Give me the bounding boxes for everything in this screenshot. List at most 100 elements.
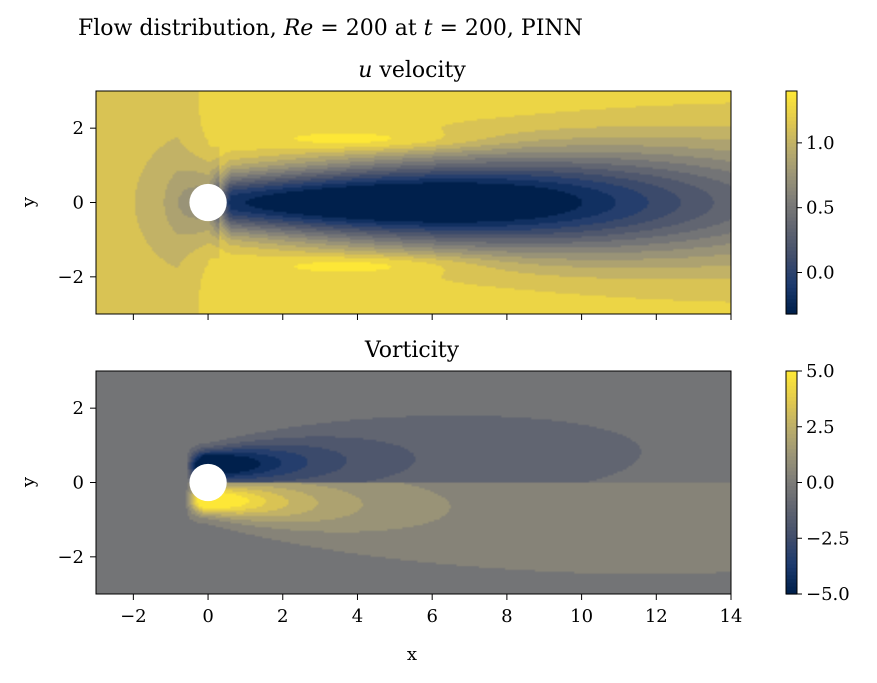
vorticity-colorbar-segment bbox=[786, 534, 797, 539]
u-colorbar-segment bbox=[786, 143, 797, 148]
vorticity-colorbar-segment bbox=[786, 400, 797, 406]
vorticity-colorbar-tick-label: 5.0 bbox=[806, 361, 835, 382]
vorticity-colorbar-segment bbox=[786, 460, 797, 465]
vorticity-colorbar-segment bbox=[786, 567, 797, 573]
u-colorbar-segment bbox=[786, 287, 797, 293]
vorticity-xtick-label: 12 bbox=[645, 606, 668, 627]
suptitle-t: t bbox=[424, 16, 433, 41]
u-colorbar-segment bbox=[786, 209, 797, 215]
vorticity-colorbar-segment bbox=[786, 478, 797, 484]
vorticity-colorbar-segment bbox=[786, 504, 797, 510]
vorticity-colorbar-segment bbox=[786, 471, 797, 476]
suptitle-prefix: Flow distribution, bbox=[78, 16, 284, 41]
u-colorbar-segment bbox=[786, 280, 797, 285]
u-colorbar-segment bbox=[786, 217, 797, 222]
suptitle-re: Re bbox=[283, 16, 314, 41]
u-ylabel: y bbox=[18, 196, 39, 208]
vorticity-colorbar-segment bbox=[786, 463, 797, 469]
vorticity-colorbar-segment bbox=[786, 411, 797, 417]
u-colorbar-segment bbox=[786, 109, 797, 114]
vorticity-colorbar-segment bbox=[786, 493, 797, 498]
u-colorbar-frame bbox=[785, 90, 798, 315]
x-axis-label: x bbox=[407, 644, 417, 665]
u-colorbar-tick-label: 0.5 bbox=[806, 198, 835, 219]
vorticity-colorbar-segment bbox=[786, 538, 797, 543]
u-colorbar-segment bbox=[786, 302, 797, 308]
u-colorbar-segment bbox=[786, 273, 797, 278]
u-cylinder bbox=[189, 183, 227, 222]
vorticity-ytick-label: 2 bbox=[73, 398, 84, 419]
vorticity-colorbar-segment bbox=[786, 579, 797, 584]
vorticity-colorbar-segment bbox=[786, 467, 797, 472]
vorticity-colorbar-segment bbox=[786, 426, 797, 432]
u-ytick-label: 0 bbox=[73, 193, 84, 214]
vorticity-colorbar-segment bbox=[786, 408, 797, 413]
vorticity-axis-ticks: −2 0 2 4 6 8 10 12 14 −2 0 2 bbox=[57, 398, 742, 627]
vorticity-colorbar-tick-label: 2.5 bbox=[806, 417, 835, 438]
vorticity-colorbar-segment bbox=[786, 393, 797, 398]
u-colorbar-segment bbox=[786, 105, 797, 111]
u-colorbar: 0.0 0.5 1.0 bbox=[785, 90, 835, 315]
vorticity-colorbar-segment bbox=[786, 374, 797, 380]
vorticity-colorbar-tick-label: −5.0 bbox=[806, 584, 850, 605]
vorticity-xtick-label: 14 bbox=[720, 606, 743, 627]
vorticity-ytick-label: 0 bbox=[73, 473, 84, 494]
u-title-rest: velocity bbox=[372, 58, 466, 83]
vorticity-colorbar-segment bbox=[786, 523, 797, 528]
u-colorbar-segment bbox=[786, 124, 797, 129]
u-colorbar-segment bbox=[786, 243, 797, 248]
vorticity-colorbar-segment bbox=[786, 582, 797, 588]
vorticity-colorbar-segment bbox=[786, 397, 797, 402]
u-colorbar-segment bbox=[786, 131, 797, 137]
u-colorbar-segment bbox=[786, 269, 797, 274]
u-colorbar-segment bbox=[786, 187, 797, 192]
vorticity-colorbar-segment bbox=[786, 456, 797, 461]
u-colorbar-segment bbox=[786, 235, 797, 241]
vorticity-colorbar-segment bbox=[786, 571, 797, 577]
u-colorbar-segment bbox=[786, 206, 797, 211]
vorticity-colorbar-segment bbox=[786, 564, 797, 569]
vorticity-colorbar-segment bbox=[786, 497, 797, 502]
u-colorbar-segment bbox=[786, 250, 797, 256]
u-colorbar-segment bbox=[786, 161, 797, 166]
u-colorbar-segment bbox=[786, 228, 797, 233]
suptitle-mid1: = 200 at bbox=[313, 16, 423, 41]
u-colorbar-segment bbox=[786, 165, 797, 170]
u-axis-ticks: −2 0 2 bbox=[57, 118, 732, 320]
vorticity-xtick-label: 2 bbox=[277, 606, 288, 627]
vorticity-xtick-label: −2 bbox=[120, 606, 147, 627]
u-colorbar-segment bbox=[786, 154, 797, 159]
vorticity-colorbar-segment bbox=[786, 575, 797, 580]
vorticity-colorbar-segment bbox=[786, 553, 797, 558]
u-colorbar-segment bbox=[786, 247, 797, 252]
u-colorbar-segment bbox=[786, 102, 797, 107]
vorticity-xtick-label: 0 bbox=[202, 606, 213, 627]
u-colorbar-segment bbox=[786, 265, 797, 270]
vorticity-colorbar-segment bbox=[786, 515, 797, 521]
vorticity-colorbar-segment bbox=[786, 512, 797, 517]
vorticity-xtick-label: 8 bbox=[501, 606, 512, 627]
u-ytick-label: −2 bbox=[57, 267, 84, 288]
u-colorbar-tick-label: 0.0 bbox=[806, 263, 835, 284]
u-colorbar-segment bbox=[786, 258, 797, 263]
vorticity-colorbar-segment bbox=[786, 549, 797, 554]
u-colorbar-segment bbox=[786, 91, 797, 96]
u-colorbar-segment bbox=[786, 232, 797, 237]
u-colorbar-segment bbox=[786, 120, 797, 126]
vorticity-colorbar-tick-label: 0.0 bbox=[806, 473, 835, 494]
vorticity-colorbar-segment bbox=[786, 419, 797, 424]
vorticity-colorbar-segment bbox=[786, 452, 797, 458]
u-colorbar-segment bbox=[786, 180, 797, 185]
vorticity-colorbar-segment bbox=[786, 385, 797, 391]
u-colorbar-segment bbox=[786, 213, 797, 218]
vorticity-cylinder bbox=[189, 463, 227, 502]
u-colorbar-segment bbox=[786, 221, 797, 226]
u-ytick-label: 2 bbox=[73, 118, 84, 139]
u-colorbar-segment bbox=[786, 128, 797, 133]
vorticity-colorbar-segment bbox=[786, 430, 797, 435]
u-colorbar-segment bbox=[786, 284, 797, 289]
vorticity-colorbar-segment bbox=[786, 371, 797, 376]
vorticity-colorbar-segment bbox=[786, 530, 797, 536]
vorticity-xtick-label: 4 bbox=[352, 606, 363, 627]
vorticity-colorbar-segment bbox=[786, 449, 797, 454]
